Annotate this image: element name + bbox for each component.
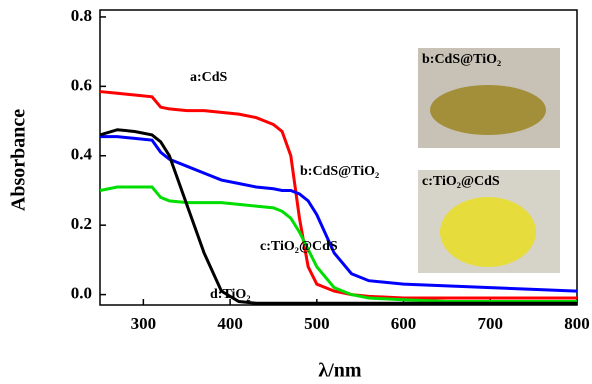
series-label: d:TiO₂ xyxy=(210,287,251,302)
inset-label: b:CdS@TiO₂ xyxy=(422,52,501,67)
x-tick-label: 500 xyxy=(304,314,330,333)
series-label: b:CdS@TiO₂ xyxy=(300,164,379,179)
chart: Absorbance λ/nm b:CdS@TiO₂ c:TiO₂@CdS 30… xyxy=(0,0,592,384)
y-tick-label: 0.0 xyxy=(71,283,92,302)
powder xyxy=(440,197,536,267)
inset-label: c:TiO₂@CdS xyxy=(422,174,500,189)
powder xyxy=(430,85,546,135)
y-tick-label: 0.2 xyxy=(71,214,92,233)
x-tick-label: 400 xyxy=(217,314,243,333)
y-tick-label: 0.4 xyxy=(71,145,93,164)
series-label: c:TiO₂@CdS xyxy=(260,239,338,254)
x-axis-title: λ/nm xyxy=(318,360,362,382)
y-axis-title: Absorbance xyxy=(8,109,30,211)
x-tick-label: 600 xyxy=(391,314,417,333)
series-label: a:CdS xyxy=(190,70,228,85)
x-tick-label: 300 xyxy=(131,314,157,333)
y-tick-label: 0.8 xyxy=(71,6,92,25)
x-tick-label: 700 xyxy=(478,314,504,333)
x-tick-label: 800 xyxy=(564,314,590,333)
y-tick-label: 0.6 xyxy=(71,75,92,94)
